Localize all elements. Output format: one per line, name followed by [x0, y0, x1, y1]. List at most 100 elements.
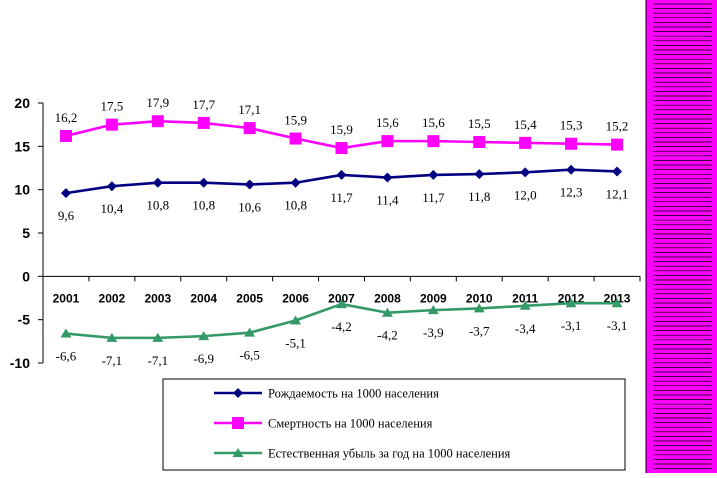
- series-1: 9,6 10,4 10,8 10,8 10,6 10,8 11,7 11,4 11,7 11,8 1…: [58, 164, 629, 223]
- y-tick-label: 0: [22, 268, 30, 284]
- data-label: 15,9: [284, 113, 307, 128]
- data-point-triangle: [381, 307, 393, 317]
- data-point-square: [59, 129, 72, 142]
- data-point-square: [335, 142, 348, 155]
- data-point-square: [427, 135, 440, 148]
- legend-label: Смертность на 1000 населения: [268, 417, 433, 431]
- data-point-diamond: [152, 177, 163, 188]
- x-tick-label: 2004: [190, 291, 217, 305]
- data-label: -6,9: [193, 351, 214, 366]
- data-point-square: [519, 136, 532, 149]
- data-point-triangle: [473, 303, 485, 313]
- y-tick-label: -10: [10, 355, 30, 371]
- data-point-triangle: [565, 298, 577, 308]
- x-tick-label: 2007: [328, 291, 355, 305]
- data-label: 17,1: [238, 102, 261, 117]
- data-label: 15,6: [376, 115, 399, 130]
- data-label: 17,9: [146, 95, 169, 110]
- data-label: 10,8: [284, 198, 307, 213]
- y-tick-label: -5: [18, 312, 31, 328]
- data-point-diamond: [566, 164, 577, 175]
- data-label: 9,6: [58, 208, 75, 223]
- series-2: 16,2 17,5 17,9 17,7 17,1 15,9 15,9 15,6 15,6 15,5…: [55, 95, 629, 155]
- data-label: -4,2: [377, 328, 398, 343]
- legend: Рождаемость на 1000 населения Смертность …: [162, 378, 626, 471]
- data-point-triangle: [60, 328, 72, 338]
- data-point-square: [197, 116, 210, 129]
- data-point-triangle: [290, 315, 302, 325]
- data-label: 11,4: [376, 193, 399, 208]
- data-point-diamond: [290, 177, 301, 188]
- data-point-diamond: [198, 177, 209, 188]
- y-tick-label: 10: [14, 182, 30, 198]
- data-label: 12,1: [606, 186, 629, 201]
- data-label: 15,6: [422, 115, 445, 130]
- y-tick-label: 15: [14, 138, 30, 154]
- data-point-diamond: [233, 388, 243, 398]
- data-label: 15,2: [606, 119, 629, 134]
- x-tick-label: 2010: [466, 291, 493, 305]
- data-point-diamond: [106, 181, 117, 192]
- data-label: 10,6: [238, 199, 261, 214]
- x-tick-label: 2005: [236, 291, 263, 305]
- legend-item-3: Естественная убыль за год на 1000 населе…: [214, 447, 511, 461]
- data-point-square: [243, 122, 256, 135]
- legend-item-1: Рождаемость на 1000 населения: [214, 387, 439, 401]
- y-tick-label: 5: [22, 225, 30, 241]
- data-point-square: [289, 132, 302, 145]
- data-label: 15,5: [468, 116, 491, 131]
- side-panel-fill: [646, 0, 717, 473]
- data-label: -6,6: [56, 349, 77, 364]
- series-layer: 9,6 10,4 10,8 10,8 10,6 10,8 11,7 11,4 11,7 11,8 1…: [55, 95, 629, 368]
- data-point-diamond: [612, 166, 623, 177]
- data-point-diamond: [520, 167, 531, 178]
- data-label: -3,1: [607, 318, 628, 333]
- data-point-triangle: [198, 331, 210, 341]
- data-point-square: [611, 138, 624, 151]
- data-label: 10,8: [146, 198, 169, 213]
- data-label: -7,1: [148, 353, 169, 368]
- legend-item-2: Смертность на 1000 населения: [214, 417, 433, 431]
- data-label: 15,4: [514, 117, 537, 132]
- data-label: 17,5: [101, 99, 124, 114]
- data-label: -3,4: [515, 321, 536, 336]
- data-point-triangle: [519, 300, 531, 310]
- y-tick-label: 20: [14, 95, 30, 111]
- data-label: -5,1: [285, 336, 306, 351]
- data-label: -4,2: [331, 319, 352, 334]
- legend-label: Естественная убыль за год на 1000 населе…: [268, 447, 511, 461]
- x-tick-label: 2006: [282, 291, 309, 305]
- data-label: -3,9: [423, 325, 444, 340]
- data-label: -3,7: [469, 323, 490, 338]
- x-tick-label: 2002: [99, 291, 126, 305]
- x-tick-label: 2009: [420, 291, 447, 305]
- data-point-diamond: [474, 169, 485, 180]
- data-label: 15,9: [330, 122, 353, 137]
- data-point-square: [105, 118, 118, 131]
- data-point-triangle: [106, 332, 118, 342]
- data-label: 11,7: [422, 190, 445, 205]
- x-tick-label: 2011: [512, 291, 538, 305]
- data-point-square: [565, 137, 578, 150]
- data-point-square: [381, 135, 394, 148]
- data-label: 11,8: [468, 189, 490, 204]
- data-label: 11,7: [330, 190, 353, 205]
- data-label: 10,8: [192, 198, 215, 213]
- data-point-triangle: [336, 299, 347, 309]
- data-label: -7,1: [102, 353, 123, 368]
- data-label: -3,1: [561, 318, 582, 333]
- data-point-square: [473, 136, 486, 148]
- data-point-square: [232, 417, 244, 429]
- x-tick-label: 2001: [53, 291, 80, 305]
- x-tick-label: 2012: [558, 291, 585, 305]
- data-label: 12,3: [560, 185, 583, 200]
- y-axis-ticks: 20 15 10 5 0 -5 -10: [10, 95, 43, 371]
- data-point-triangle: [244, 327, 256, 337]
- data-label: 16,2: [55, 110, 78, 125]
- data-point-triangle: [232, 448, 244, 457]
- x-tick-label: 2003: [144, 291, 171, 305]
- x-tick-label: 2013: [604, 291, 631, 305]
- data-label: 10,4: [101, 201, 124, 216]
